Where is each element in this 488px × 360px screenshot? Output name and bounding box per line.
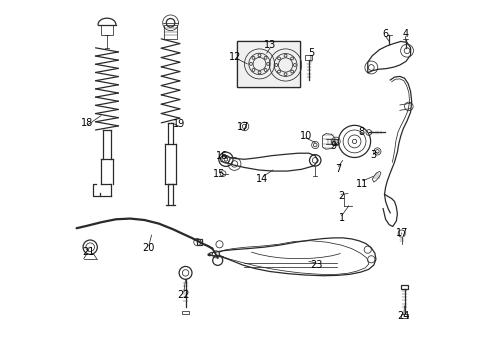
Text: 8: 8 xyxy=(357,127,363,137)
Bar xyxy=(400,314,407,318)
Text: 3: 3 xyxy=(369,150,375,160)
Text: 24: 24 xyxy=(397,311,409,321)
Text: 14: 14 xyxy=(256,174,268,184)
Text: 10: 10 xyxy=(299,131,311,141)
Text: 7: 7 xyxy=(335,164,341,174)
Text: 6: 6 xyxy=(382,28,388,39)
Text: 15: 15 xyxy=(213,168,225,179)
Text: 19: 19 xyxy=(173,118,185,129)
Text: 12: 12 xyxy=(229,52,241,62)
Bar xyxy=(237,41,299,87)
Text: 4: 4 xyxy=(401,28,407,39)
Text: 21: 21 xyxy=(81,247,94,257)
Text: 9: 9 xyxy=(330,141,336,151)
Text: 17: 17 xyxy=(236,122,248,132)
Text: 16: 16 xyxy=(216,151,228,161)
Text: 22: 22 xyxy=(177,290,190,300)
Text: 11: 11 xyxy=(356,179,368,189)
Text: 23: 23 xyxy=(309,260,322,270)
Text: 18: 18 xyxy=(81,118,93,128)
Bar xyxy=(182,311,189,314)
Bar xyxy=(400,285,407,289)
Text: 5: 5 xyxy=(307,48,313,58)
Bar xyxy=(237,41,299,87)
Text: 20: 20 xyxy=(142,243,155,253)
Text: 1: 1 xyxy=(338,212,344,222)
Text: 2: 2 xyxy=(337,191,344,201)
Bar xyxy=(305,55,312,60)
Bar xyxy=(164,24,177,39)
Bar xyxy=(101,24,113,35)
Text: 17: 17 xyxy=(395,228,407,238)
Text: 13: 13 xyxy=(264,40,276,50)
